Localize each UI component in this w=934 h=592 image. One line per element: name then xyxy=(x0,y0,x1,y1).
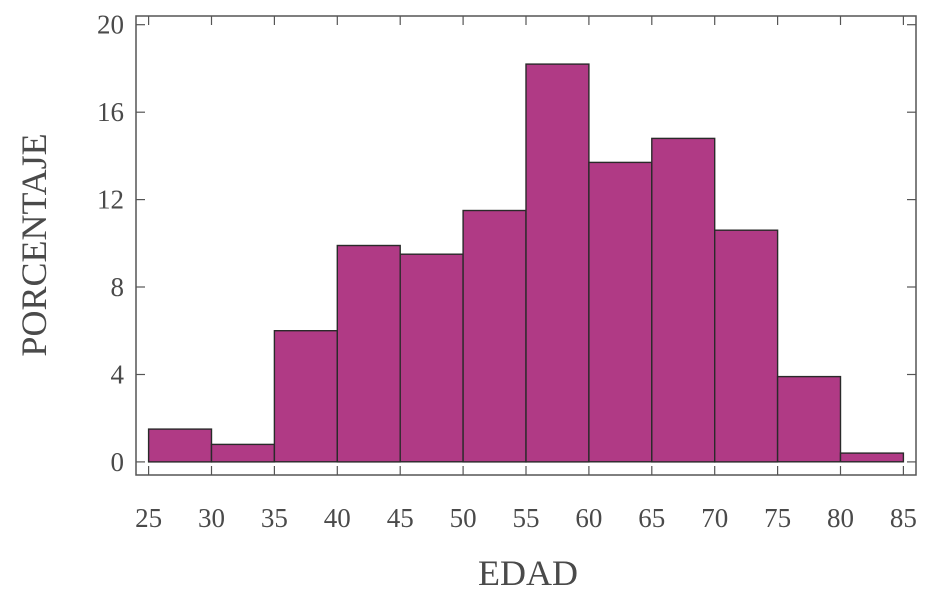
bars xyxy=(147,63,905,463)
x-tick-label: 65 xyxy=(638,503,665,533)
y-axis-title: PORCENTAJE xyxy=(14,133,54,356)
axis-ticks xyxy=(136,16,916,475)
x-tick-label: 85 xyxy=(890,503,917,533)
x-tick-labels: 25 30 35 40 45 50 55 60 65 70 75 80 85 xyxy=(135,503,917,533)
histogram-bar-2 xyxy=(210,443,276,463)
y-tick-label: 0 xyxy=(111,447,125,477)
histogram-bar-11 xyxy=(776,375,842,463)
x-tick-label: 70 xyxy=(701,503,728,533)
histogram-bar-12 xyxy=(839,452,905,463)
y-tick-label: 4 xyxy=(111,360,125,390)
y-tick-labels: 0 4 8 12 16 20 xyxy=(97,10,125,477)
x-tick-label: 55 xyxy=(513,503,540,533)
histogram-bar-10 xyxy=(714,229,779,463)
x-tick-label: 30 xyxy=(198,503,225,533)
x-axis-title: EDAD xyxy=(478,553,578,592)
x-tick-label: 25 xyxy=(135,503,162,533)
x-tick-label: 45 xyxy=(387,503,414,533)
histogram-bar-3 xyxy=(273,330,338,463)
histogram-bar-6 xyxy=(462,209,527,463)
x-tick-label: 75 xyxy=(764,503,791,533)
x-tick-label: 35 xyxy=(261,503,288,533)
histogram-bar-8 xyxy=(588,161,653,463)
histogram-bar-9 xyxy=(651,137,716,463)
histogram-bar-5 xyxy=(399,253,464,463)
histogram-bar-4 xyxy=(336,244,401,463)
x-tick-label: 80 xyxy=(827,503,854,533)
x-tick-label: 50 xyxy=(450,503,477,533)
x-tick-label: 60 xyxy=(575,503,602,533)
histogram-bar-1 xyxy=(147,428,213,463)
histogram-bar-7 xyxy=(525,63,590,463)
y-tick-label: 8 xyxy=(111,272,125,302)
x-tick-label: 40 xyxy=(324,503,351,533)
y-tick-label: 16 xyxy=(97,97,124,127)
y-tick-label: 12 xyxy=(97,185,124,215)
y-tick-label: 20 xyxy=(97,10,124,40)
